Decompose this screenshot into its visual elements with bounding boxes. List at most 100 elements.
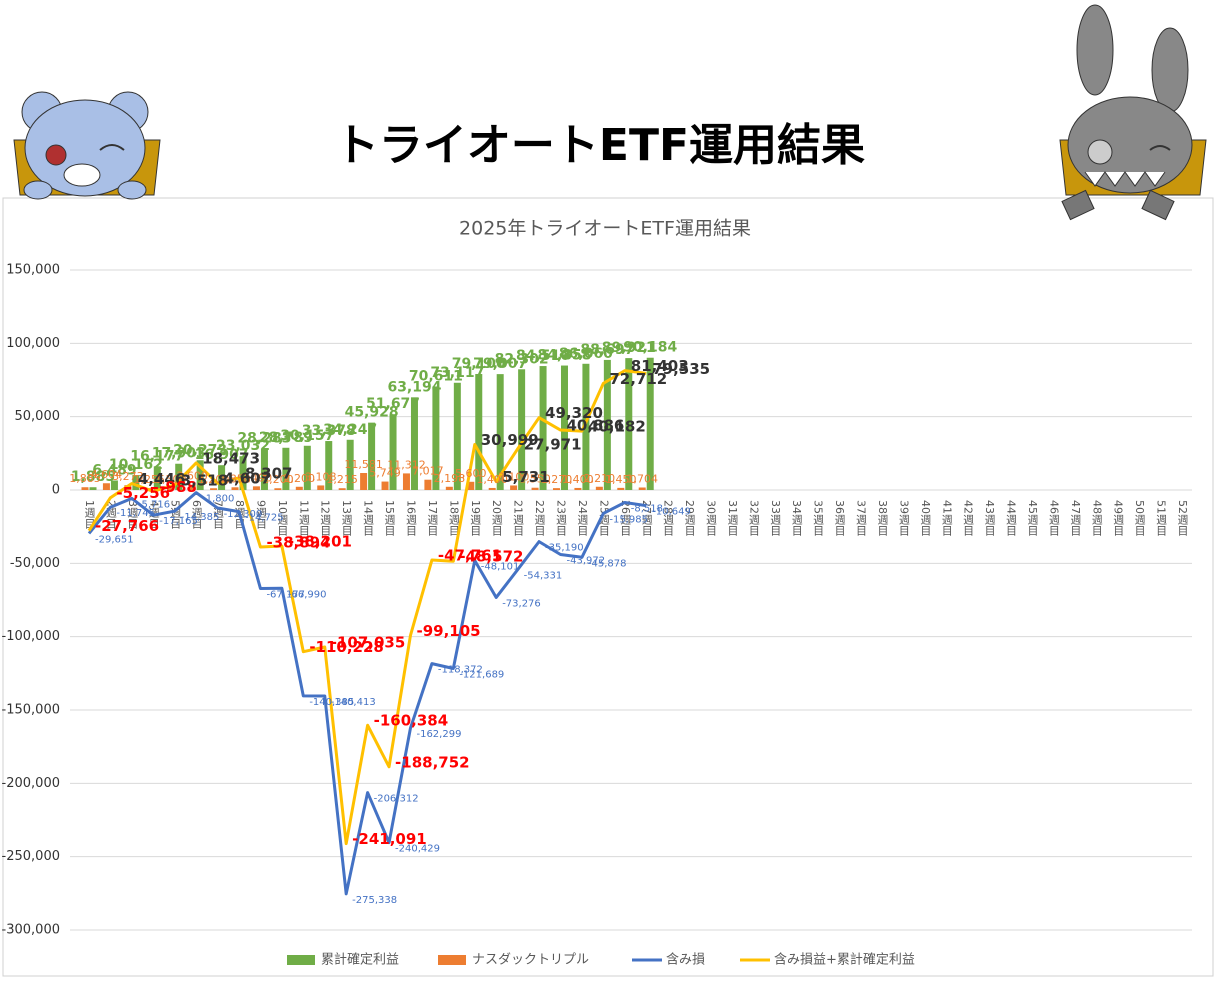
bar-value-label-small: 1,200 <box>198 473 230 486</box>
bar-value-label-small: 11,312 <box>387 458 426 471</box>
x-tick-label: 44週目 <box>1005 500 1018 536</box>
line-value-label: -38,894 <box>266 534 330 552</box>
bar <box>89 487 97 490</box>
bar-value-label: 10,162 <box>109 457 163 473</box>
legend-label: 累計確定利益 <box>321 952 399 968</box>
bar-value-label: 16,177 <box>130 448 184 464</box>
bar-value-label: 86,060 <box>559 346 613 362</box>
bar-value-label-small: 1,885 <box>69 472 101 485</box>
bar-value-label-small: 1,400 <box>476 473 508 486</box>
bar-value-label-small: 1,400 <box>562 473 594 486</box>
bar-value-label: 17,903 <box>152 446 206 462</box>
bar-value-label: 79,007 <box>473 356 527 372</box>
line-value-label: -5,256 <box>116 484 170 502</box>
bar-value-label-small: 2,200 <box>284 472 316 485</box>
line-value-label: -5,716 <box>138 499 170 510</box>
bar-value-label-small: 1,550 <box>519 473 551 486</box>
line-value-label: -107,035 <box>331 633 406 651</box>
bar <box>282 447 290 490</box>
line-value-label: -45,878 <box>588 558 627 569</box>
bar <box>389 414 397 490</box>
x-tick-label: 16週目 <box>404 500 417 536</box>
line-value-label: -15,985 <box>609 514 648 525</box>
bar <box>467 481 475 490</box>
line-value-label: -47,761 <box>438 547 502 565</box>
x-tick-label: 36週目 <box>833 500 846 536</box>
bar-value-label: 89,921 <box>602 340 656 356</box>
line-value-label: -241,091 <box>352 830 427 848</box>
x-tick-label: 12週目 <box>319 500 332 536</box>
bar-value-label-small: 1,450 <box>605 473 637 486</box>
bear-mascot <box>13 91 161 200</box>
bar <box>582 363 590 490</box>
bar <box>260 448 268 490</box>
bar <box>167 487 175 490</box>
x-tick-label: 21週目 <box>512 500 525 536</box>
x-tick-label: 11週目 <box>297 500 310 536</box>
bar <box>531 487 539 490</box>
bar-value-label-small: 2,198 <box>434 472 466 485</box>
line-value-label: -14,725 <box>245 513 284 524</box>
y-tick-label: -300,000 <box>2 923 60 938</box>
x-tick-label: 25週目 <box>597 500 610 536</box>
x-tick-label: 19週目 <box>469 500 482 536</box>
line-value-label: -35,190 <box>545 543 584 554</box>
y-tick-label: 100,000 <box>6 336 60 351</box>
x-tick-label: 6週目 <box>190 500 203 529</box>
bar <box>381 481 389 490</box>
x-tick-label: 1週目 <box>83 500 96 529</box>
line-value-label: -17,165 <box>159 516 198 527</box>
line-value-label: 40,886 <box>566 417 624 435</box>
y-tick-label: -250,000 <box>2 849 60 864</box>
x-tick-label: 27週目 <box>640 500 653 536</box>
x-tick-label: 3週目 <box>126 500 139 529</box>
bar <box>338 488 346 490</box>
bar <box>153 466 161 490</box>
bar-value-label: 84,510 <box>516 348 570 364</box>
line-value-label: 18,473 <box>202 449 260 467</box>
line-value-label: -43,972 <box>566 555 605 566</box>
bar <box>303 445 311 490</box>
x-tick-label: 24週目 <box>576 500 589 536</box>
bar-value-label: 73,117 <box>430 365 484 381</box>
line-value-label: -162,299 <box>416 729 461 740</box>
bar <box>346 439 354 490</box>
x-tick-label: 48週目 <box>1090 500 1103 536</box>
bar-value-label: 28,283 <box>237 431 291 447</box>
y-tick-label: 50,000 <box>15 409 61 424</box>
bar-value-label: 90,184 <box>623 340 677 356</box>
line-value-label: -14,385 <box>181 512 220 523</box>
bar-value-label-small: 1,215 <box>326 473 358 486</box>
bar <box>488 487 496 490</box>
line-value-label: -988 <box>159 478 197 496</box>
bar <box>210 488 218 490</box>
bar <box>81 487 89 490</box>
bar <box>539 366 547 490</box>
line-value-label: 79,535 <box>652 360 710 378</box>
line-value-label: -11,745 <box>116 508 155 519</box>
bar-value-label-small: 4,604 <box>91 468 123 481</box>
y-tick-label: 150,000 <box>6 263 60 278</box>
legend-swatch <box>287 955 315 965</box>
bar <box>574 487 582 490</box>
chart-title: 2025年トライオートETF運用結果 <box>459 218 751 240</box>
bar-value-label: 33,378 <box>302 423 356 439</box>
bar <box>603 359 611 490</box>
x-tick-label: 29週目 <box>683 500 696 536</box>
bar-value-label: 82,302 <box>495 351 549 367</box>
line-value-label: -118,372 <box>438 665 483 676</box>
y-tick-label: -200,000 <box>2 776 60 791</box>
line-value-label: -121,689 <box>459 669 504 680</box>
bar <box>252 486 260 490</box>
x-tick-label: 34週目 <box>790 500 803 536</box>
x-tick-label: 39週目 <box>897 500 910 536</box>
x-tick-label: 28週目 <box>662 500 675 536</box>
bar-value-label-small: 1,255 <box>134 473 166 486</box>
line-value-label: 40,182 <box>588 418 646 436</box>
bar <box>231 487 239 490</box>
x-tick-label: 26週目 <box>619 500 632 536</box>
x-tick-label: 47週目 <box>1069 500 1082 536</box>
line-value-label: 81,403 <box>631 357 689 375</box>
bar-value-label: 16,907 <box>195 447 249 463</box>
x-tick-label: 32週目 <box>747 500 760 536</box>
